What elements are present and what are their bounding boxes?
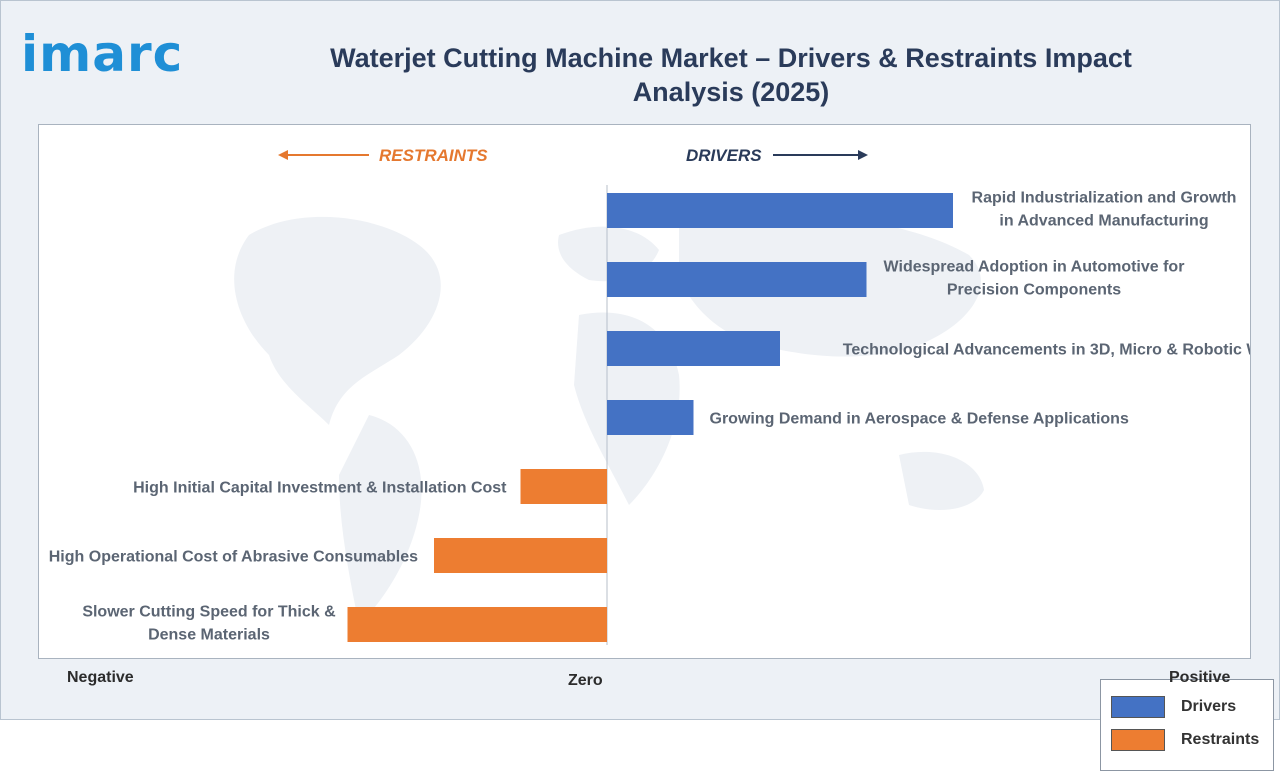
- section-label-restraints: RESTRAINTS: [379, 146, 488, 165]
- chart-title: Waterjet Cutting Machine Market – Driver…: [330, 43, 1132, 107]
- bar-label-4: Growing Demand in Aerospace & Defense Ap…: [710, 411, 1129, 428]
- bar-restraint-6: [434, 538, 607, 573]
- chart-svg: Rapid Industrialization and Growth in Adv…: [49, 146, 1250, 645]
- restraints-arrow-head: [278, 150, 288, 160]
- section-label-drivers: DRIVERS: [686, 146, 762, 165]
- axis-label-positive: Positive: [1169, 669, 1231, 686]
- bar-driver-3: [607, 331, 780, 366]
- drivers-arrow-head: [858, 150, 868, 160]
- bar-restraint-5: [520, 469, 607, 504]
- bar-driver-4: [607, 400, 694, 435]
- legend-swatch-drivers: [1111, 696, 1165, 718]
- axis-label-negative: Negative: [67, 669, 134, 686]
- legend-label-restraints: Restraints: [1181, 731, 1260, 748]
- imarc-logo: imarc: [21, 25, 184, 83]
- bar-label-7: Slower Cutting Speed for Thick & Dense Ma…: [82, 604, 336, 644]
- bar-label-2: Widespread Adoption in Automotive for Pre…: [884, 259, 1185, 299]
- bar-label-1: Rapid Industrialization and Growth in Adv…: [972, 190, 1237, 230]
- legend-label-drivers: Drivers: [1181, 698, 1237, 715]
- legend: Drivers Restraints: [1100, 679, 1274, 771]
- bar-label-6: High Operational Cost of Abrasive Consum…: [49, 549, 418, 566]
- axis-label-zero: Zero: [568, 672, 603, 689]
- bar-label-5: High Initial Capital Investment & Instal…: [133, 480, 507, 497]
- bar-driver-1: [607, 193, 953, 228]
- legend-item-drivers: Drivers: [1111, 695, 1236, 719]
- bar-label-3: Technological Advancements in 3D, Micro …: [843, 342, 1250, 359]
- bar-restraint-7: [347, 607, 607, 642]
- legend-swatch-restraints: [1111, 729, 1165, 751]
- legend-item-restraints: Restraints: [1111, 728, 1259, 752]
- plot-area: Rapid Industrialization and Growth in Adv…: [38, 124, 1274, 771]
- bar-driver-2: [607, 262, 867, 297]
